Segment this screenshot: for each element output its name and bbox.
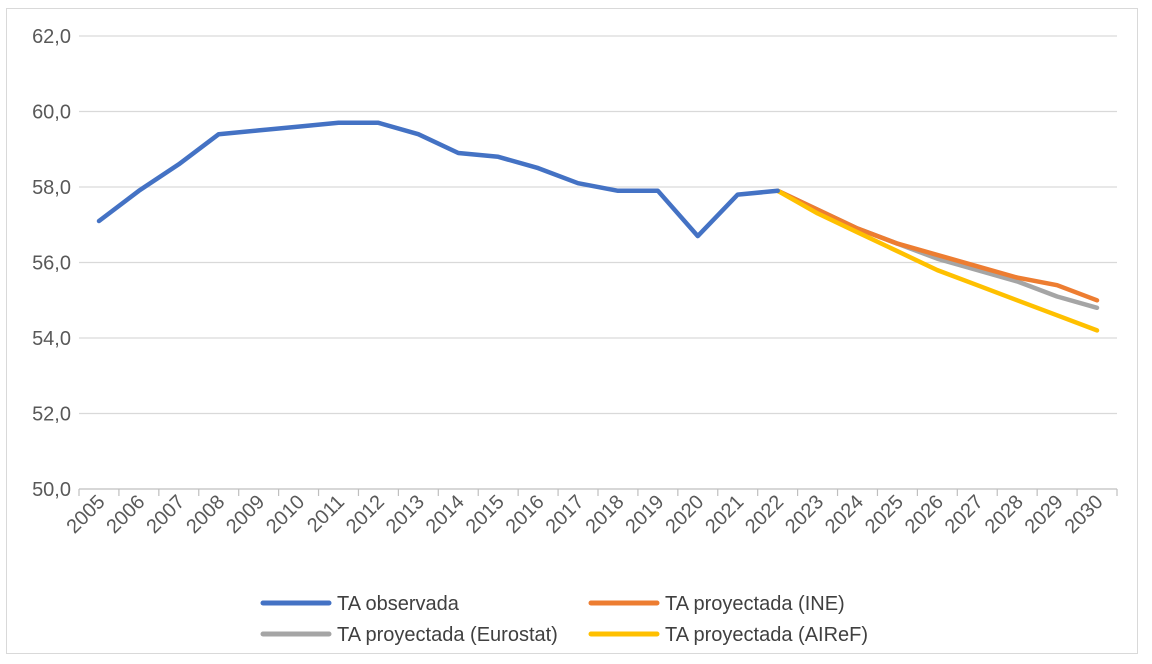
x-tick-label: 2009 <box>222 491 269 538</box>
y-tick-label: 54,0 <box>32 328 71 350</box>
y-tick-label: 62,0 <box>32 26 71 48</box>
x-tick-label: 2010 <box>262 491 309 538</box>
x-tick-label: 2011 <box>303 491 349 537</box>
x-tick-label: 2007 <box>142 491 189 538</box>
y-tick-label: 60,0 <box>32 102 71 124</box>
x-tick-label: 2012 <box>342 491 389 538</box>
footer-strip <box>0 656 1152 664</box>
x-tick-label: 2024 <box>821 491 868 538</box>
y-tick-label: 52,0 <box>32 404 71 426</box>
x-tick-label: 2018 <box>581 491 628 538</box>
series-line-3 <box>775 188 1100 333</box>
x-tick-label: 2022 <box>741 491 788 538</box>
x-tick-label: 2023 <box>781 491 828 538</box>
y-tick-label: 58,0 <box>32 177 71 199</box>
y-axis: 50,0 52,0 54,0 56,0 58,0 60,0 62,0 <box>32 26 71 501</box>
x-tick-label: 2028 <box>981 491 1028 538</box>
x-axis: 2005200620072008200920102011201220132014… <box>62 488 1118 538</box>
x-tick-label: 2013 <box>382 491 429 538</box>
x-tick-label: 2026 <box>901 491 948 538</box>
legend-label: TA proyectada (AIReF) <box>665 624 868 646</box>
x-tick-label: 2027 <box>941 491 988 538</box>
series-line-1 <box>775 188 1100 303</box>
legend-label: TA proyectada (Eurostat) <box>337 624 558 646</box>
x-tick-label: 2014 <box>422 491 469 538</box>
x-tick-label: 2025 <box>861 491 908 538</box>
x-tick-label: 2020 <box>661 491 708 538</box>
legend-label: TA observada <box>337 593 460 615</box>
y-tick-label: 56,0 <box>32 253 71 275</box>
legend-label: TA proyectada (INE) <box>665 593 845 615</box>
x-tick-label: 2015 <box>462 491 509 538</box>
x-tick-label: 2021 <box>701 491 748 538</box>
line-chart: 50,0 52,0 54,0 56,0 58,0 60,0 62,0 20052006200… <box>32 26 1118 646</box>
legend: TA observada TA proyectada (INE) TA proyec… <box>260 593 868 646</box>
x-tick-label: 2019 <box>621 491 668 538</box>
x-tick-label: 2030 <box>1061 491 1108 538</box>
x-tick-label: 2008 <box>182 491 229 538</box>
series-line-2 <box>775 188 1100 311</box>
gridlines <box>79 35 1117 415</box>
x-tick-label: 2017 <box>542 491 589 538</box>
y-tick-label: 50,0 <box>32 479 71 501</box>
series-group <box>96 120 1100 333</box>
series-line-0 <box>96 120 780 239</box>
x-tick-label: 2029 <box>1021 491 1068 538</box>
chart-frame: 50,0 52,0 54,0 56,0 58,0 60,0 62,0 2005 2006 200… <box>6 8 1138 654</box>
x-tick-label: 2006 <box>102 491 149 538</box>
x-tick-label: 2016 <box>502 491 549 538</box>
